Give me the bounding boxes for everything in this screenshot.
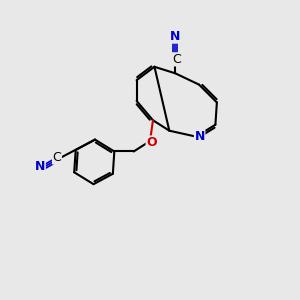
Text: C: C bbox=[172, 53, 181, 66]
Text: N: N bbox=[35, 160, 45, 173]
Text: N: N bbox=[170, 30, 181, 43]
Text: C: C bbox=[52, 151, 61, 164]
Text: O: O bbox=[146, 136, 157, 149]
Text: N: N bbox=[194, 130, 205, 143]
